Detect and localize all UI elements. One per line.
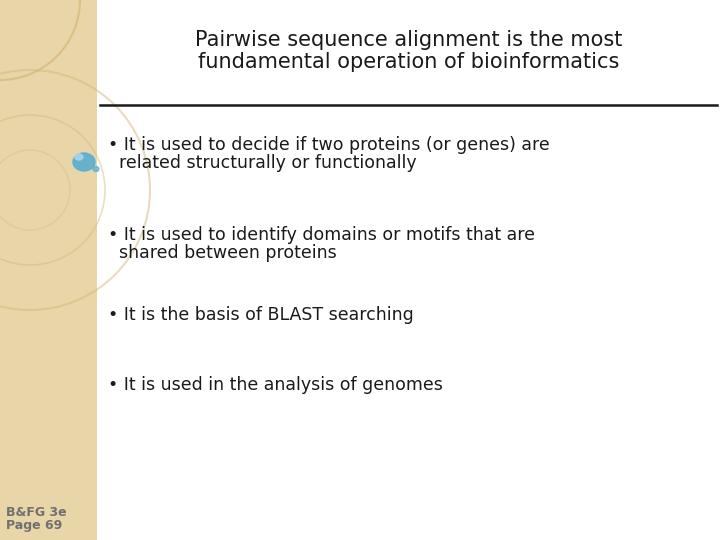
Text: fundamental operation of bioinformatics: fundamental operation of bioinformatics [198, 52, 619, 72]
Ellipse shape [75, 154, 83, 160]
Text: B&FG 3e: B&FG 3e [6, 505, 67, 518]
Text: • It is used to decide if two proteins (or genes) are: • It is used to decide if two proteins (… [108, 136, 550, 154]
Ellipse shape [93, 166, 99, 172]
Text: Pairwise sequence alignment is the most: Pairwise sequence alignment is the most [195, 30, 622, 50]
Ellipse shape [73, 153, 95, 171]
Text: • It is used in the analysis of genomes: • It is used in the analysis of genomes [108, 376, 443, 394]
Text: • It is used to identify domains or motifs that are: • It is used to identify domains or moti… [108, 226, 535, 244]
Ellipse shape [0, 130, 65, 240]
Text: shared between proteins: shared between proteins [108, 244, 337, 262]
Text: related structurally or functionally: related structurally or functionally [108, 154, 417, 172]
Text: Page 69: Page 69 [6, 519, 62, 532]
Text: • It is the basis of BLAST searching: • It is the basis of BLAST searching [108, 306, 414, 324]
Bar [0, 0, 97, 540]
